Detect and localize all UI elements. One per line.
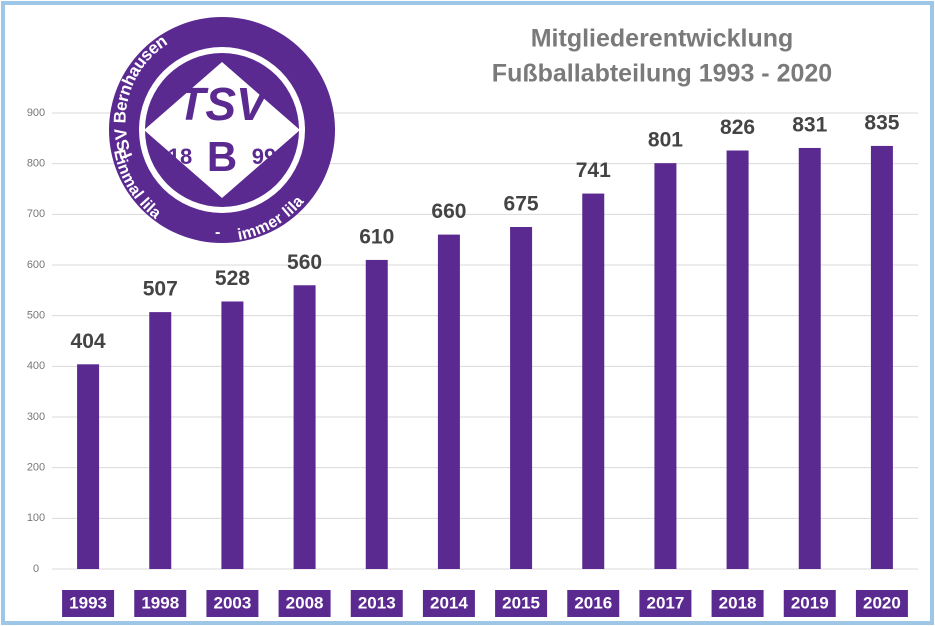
x-label-box (134, 590, 187, 617)
y-tick-label: 400 (27, 360, 45, 372)
x-tick-label: 2013 (358, 593, 396, 612)
x-tick-label: 2003 (214, 593, 252, 612)
logo-year-left: 18 (168, 144, 192, 169)
y-tick-label: 600 (27, 259, 45, 271)
value-label: 404 (71, 330, 106, 353)
bar (870, 145, 893, 569)
y-tick-label: 200 (27, 462, 45, 474)
y-tick-label: 500 (27, 310, 45, 322)
bar (293, 285, 316, 569)
y-tick-label: 900 (27, 107, 45, 119)
x-tick-label: 2015 (502, 593, 540, 612)
value-label: 801 (648, 129, 683, 152)
x-label-box (278, 590, 331, 617)
logo-dash: - (215, 224, 220, 241)
bar (654, 163, 677, 569)
bar (726, 150, 749, 569)
y-tick-label: 300 (27, 411, 45, 423)
y-tick-label: 800 (27, 158, 45, 170)
value-label: 675 (504, 193, 539, 216)
x-label-box (855, 590, 908, 617)
x-tick-label: 2014 (430, 593, 468, 612)
logo-diamond (144, 62, 300, 198)
bar (77, 364, 100, 569)
bar (437, 234, 460, 569)
value-label: 741 (576, 159, 611, 182)
value-label: 835 (864, 111, 899, 134)
logo: TSV Bernhausen Einmal lila - immer lila … (109, 17, 335, 244)
logo-year-right: 99 (252, 144, 276, 169)
x-label-box (495, 590, 548, 617)
value-label: 560 (287, 251, 322, 274)
y-tick-label: 100 (27, 512, 45, 524)
bar (149, 312, 172, 569)
x-label-box (62, 590, 115, 617)
y-tick-label: 700 (27, 208, 45, 220)
value-label: 660 (431, 200, 466, 223)
bar (582, 193, 605, 569)
bar (365, 259, 388, 569)
bar (798, 147, 821, 569)
value-label: 826 (720, 116, 755, 139)
logo-b: B (207, 133, 237, 180)
x-label-box (422, 590, 475, 617)
x-tick-label: 1993 (69, 593, 107, 612)
value-label: 507 (143, 278, 178, 301)
chart-subtitle: Fußballabteilung 1993 - 2020 (492, 60, 832, 88)
x-tick-label: 2020 (863, 593, 901, 612)
x-tick-label: 2008 (286, 593, 324, 612)
y-tick-label: 0 (33, 563, 39, 575)
x-label-box (711, 590, 764, 617)
bar (510, 227, 533, 569)
value-label: 831 (792, 114, 827, 137)
x-label-box (350, 590, 403, 617)
x-tick-label: 2016 (574, 593, 612, 612)
x-label-box (639, 590, 692, 617)
x-tick-label: 2018 (719, 593, 757, 612)
logo-letters: TSV (177, 78, 270, 130)
x-label-box (567, 590, 620, 617)
bar (221, 301, 244, 569)
value-label: 528 (215, 267, 250, 290)
x-tick-label: 1998 (141, 593, 179, 612)
x-label-box (206, 590, 259, 617)
x-label-box (783, 590, 836, 617)
x-tick-label: 2019 (791, 593, 829, 612)
value-label: 610 (359, 225, 394, 248)
chart-title: Mitgliederentwicklung (531, 25, 794, 53)
x-tick-label: 2017 (647, 593, 685, 612)
plot: 0 100 200 300 400 500 600 700 800 900 1993 404 1998 5… (27, 107, 918, 617)
